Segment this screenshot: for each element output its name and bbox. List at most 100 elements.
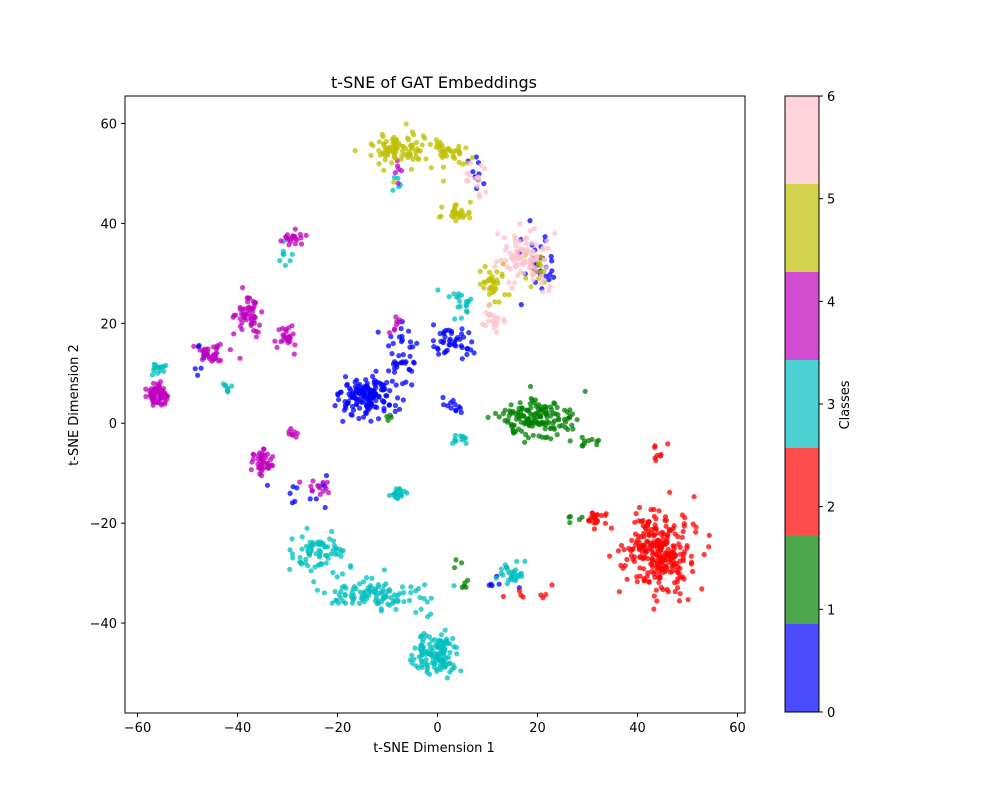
scatter-point-class-0: [446, 327, 452, 333]
scatter-point-class-2: [680, 555, 686, 561]
scatter-point-class-5: [413, 149, 419, 155]
scatter-point-class-1: [579, 514, 585, 520]
scatter-point-class-3: [427, 671, 433, 677]
x-tick-label: 40: [629, 721, 646, 736]
scatter-point-class-6: [524, 235, 530, 241]
scatter-point-class-3: [386, 492, 392, 499]
scatter-point-class-5: [467, 199, 473, 205]
scatter-point-class-1: [509, 410, 515, 416]
scatter-point-class-3: [369, 575, 375, 582]
scatter-point-class-3: [451, 583, 457, 589]
x-axis-label: t-SNE Dimension 1: [373, 741, 495, 756]
scatter-point-class-2: [657, 560, 663, 567]
scatter-point-class-1: [554, 404, 560, 410]
scatter-point-class-6: [494, 259, 500, 265]
scatter-point-class-3: [439, 656, 445, 662]
scatter-point-class-6: [520, 270, 527, 276]
scatter-point-class-0: [341, 407, 347, 413]
y-axis: −40 −20 0 20 40 60: [90, 117, 125, 632]
scatter-point-class-1: [548, 413, 554, 419]
scatter-point-class-3: [442, 664, 448, 671]
scatter-point-class-1: [556, 416, 562, 422]
scatter-point-class-2: [640, 556, 646, 562]
scatter-point-class-6: [516, 238, 523, 244]
scatter-point-class-5: [538, 269, 544, 275]
scatter-point-class-2: [634, 579, 640, 585]
scatter-point-class-2: [675, 585, 681, 591]
scatter-point-class-2: [643, 526, 649, 532]
scatter-point-class-4: [392, 326, 398, 332]
scatter-point-class-0: [407, 344, 413, 350]
scatter-point-class-0: [355, 383, 361, 389]
scatter-point-class-6: [475, 183, 481, 189]
scatter-point-class-2: [607, 553, 613, 559]
scatter-point-class-6: [495, 231, 501, 237]
scatter-point-class-5: [467, 215, 473, 221]
scatter-point-class-4: [259, 309, 265, 315]
scatter-point-class-5: [437, 143, 443, 149]
y-axis-label: t-SNE Dimension 2: [67, 344, 82, 466]
scatter-point-class-0: [396, 353, 402, 359]
scatter-point-class-0: [452, 401, 458, 408]
scatter-point-class-3: [404, 490, 410, 496]
scatter-point-class-3: [319, 561, 325, 567]
scatter-point-class-3: [420, 644, 426, 650]
scatter-point-class-6: [552, 230, 558, 236]
scatter-point-class-4: [308, 483, 314, 489]
scatter-point-class-2: [656, 579, 662, 586]
scatter-point-class-5: [417, 148, 423, 154]
scatter-point-class-0: [368, 418, 374, 424]
scatter-point-class-2: [632, 531, 639, 537]
scatter-point-class-0: [446, 342, 452, 348]
scatter-point-class-4: [239, 326, 245, 333]
scatter-point-class-1: [521, 413, 527, 419]
scatter-point-class-4: [151, 386, 157, 392]
scatter-point-class-5: [456, 149, 462, 155]
scatter-point-class-4: [290, 331, 296, 337]
scatter-point-class-1: [531, 400, 537, 406]
scatter-point-class-0: [464, 351, 470, 358]
scatter-point-class-0: [195, 372, 201, 378]
scatter-point-class-2: [660, 541, 666, 547]
scatter-point-class-4: [320, 479, 326, 485]
scatter-point-class-3: [297, 554, 303, 560]
scatter-point-class-2: [634, 574, 640, 580]
scatter-point-class-3: [289, 536, 295, 542]
scatter-point-class-3: [280, 248, 286, 254]
scatter-point-class-3: [429, 637, 435, 643]
scatter-point-class-0: [542, 234, 548, 240]
scatter-point-class-3: [514, 558, 520, 565]
scatter-point-class-3: [364, 575, 370, 581]
scatter-point-class-2: [701, 551, 707, 558]
scatter-point-class-3: [413, 663, 419, 669]
scatter-point-class-3: [163, 362, 169, 368]
scatter-point-class-3: [419, 664, 425, 670]
scatter-point-class-0: [375, 416, 382, 422]
scatter-point-class-6: [544, 238, 550, 244]
scatter-point-class-4: [280, 332, 286, 338]
scatter-point-class-4: [253, 334, 259, 340]
scatter-point-class-3: [422, 582, 428, 588]
scatter-point-class-1: [459, 560, 465, 566]
y-tick-label: −20: [90, 517, 117, 532]
scatter-point-class-3: [299, 546, 305, 552]
colorbar-segment: [785, 536, 819, 624]
scatter-point-class-2: [598, 512, 604, 519]
scatter-point-class-5: [477, 281, 483, 287]
scatter-point-class-0: [458, 331, 465, 337]
scatter-point-class-2: [653, 587, 659, 593]
scatter-point-class-4: [398, 168, 405, 174]
scatter-point-class-4: [286, 334, 292, 341]
colorbar-tick-label: 4: [827, 295, 835, 310]
scatter-point-class-5: [376, 161, 382, 167]
scatter-point-class-5: [376, 148, 382, 154]
scatter-point-class-0: [379, 383, 385, 389]
scatter-point-class-3: [464, 309, 470, 315]
scatter-point-class-3: [450, 635, 456, 642]
scatter-point-class-0: [470, 169, 476, 175]
scatter-point-class-1: [562, 424, 569, 430]
scatter-point-class-3: [437, 637, 443, 643]
scatter-point-class-3: [395, 597, 401, 604]
scatter-point-class-2: [646, 579, 652, 585]
scatter-point-class-2: [671, 543, 677, 549]
